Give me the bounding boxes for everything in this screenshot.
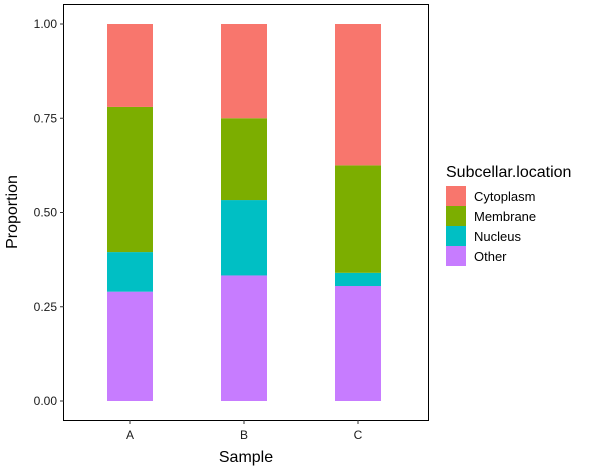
bar-segment-b-membrane	[221, 118, 267, 201]
x-axis: A B C	[126, 420, 363, 442]
bar-segment-a-membrane	[107, 106, 153, 253]
legend: Subcellar.location Cytoplasm Membrane Nucl…	[446, 164, 571, 266]
bar-segment-b-nucleus	[221, 200, 267, 276]
legend-label-nucleus: Nucleus	[474, 229, 521, 244]
y-axis-title: Proportion	[4, 175, 21, 249]
legend-label-cytoplasm: Cytoplasm	[474, 189, 535, 204]
y-tick-label: 0.00	[34, 394, 58, 408]
bar-segment-b-other	[221, 275, 267, 401]
legend-label-other: Other	[474, 249, 507, 264]
x-tick-label: A	[126, 428, 134, 442]
bar-segment-c-other	[335, 286, 381, 401]
x-axis-title: Sample	[219, 449, 273, 466]
legend-key-other	[446, 246, 466, 266]
bar-segment-c-cytoplasm	[335, 24, 381, 166]
bars-layer	[107, 24, 381, 401]
legend-title: Subcellar.location	[446, 164, 571, 181]
legend-key-nucleus	[446, 226, 466, 246]
bar-segment-c-membrane	[335, 165, 381, 273]
bar-segment-a-cytoplasm	[107, 24, 153, 107]
legend-label-membrane: Membrane	[474, 209, 536, 224]
legend-key-cytoplasm	[446, 186, 466, 206]
bar-segment-b-cytoplasm	[221, 24, 267, 119]
y-tick-label: 1.00	[34, 17, 58, 31]
x-tick-label: B	[240, 428, 248, 442]
bar-segment-a-other	[107, 291, 153, 401]
y-axis: 0.00 0.25 0.50 0.75 1.00	[34, 17, 64, 408]
y-tick-label: 0.50	[34, 206, 58, 220]
y-tick-label: 0.75	[34, 111, 58, 125]
legend-key-membrane	[446, 206, 466, 226]
bar-segment-a-nucleus	[107, 252, 153, 292]
bar-segment-c-nucleus	[335, 272, 381, 287]
y-tick-label: 0.25	[34, 300, 58, 314]
x-tick-label: C	[354, 428, 363, 442]
